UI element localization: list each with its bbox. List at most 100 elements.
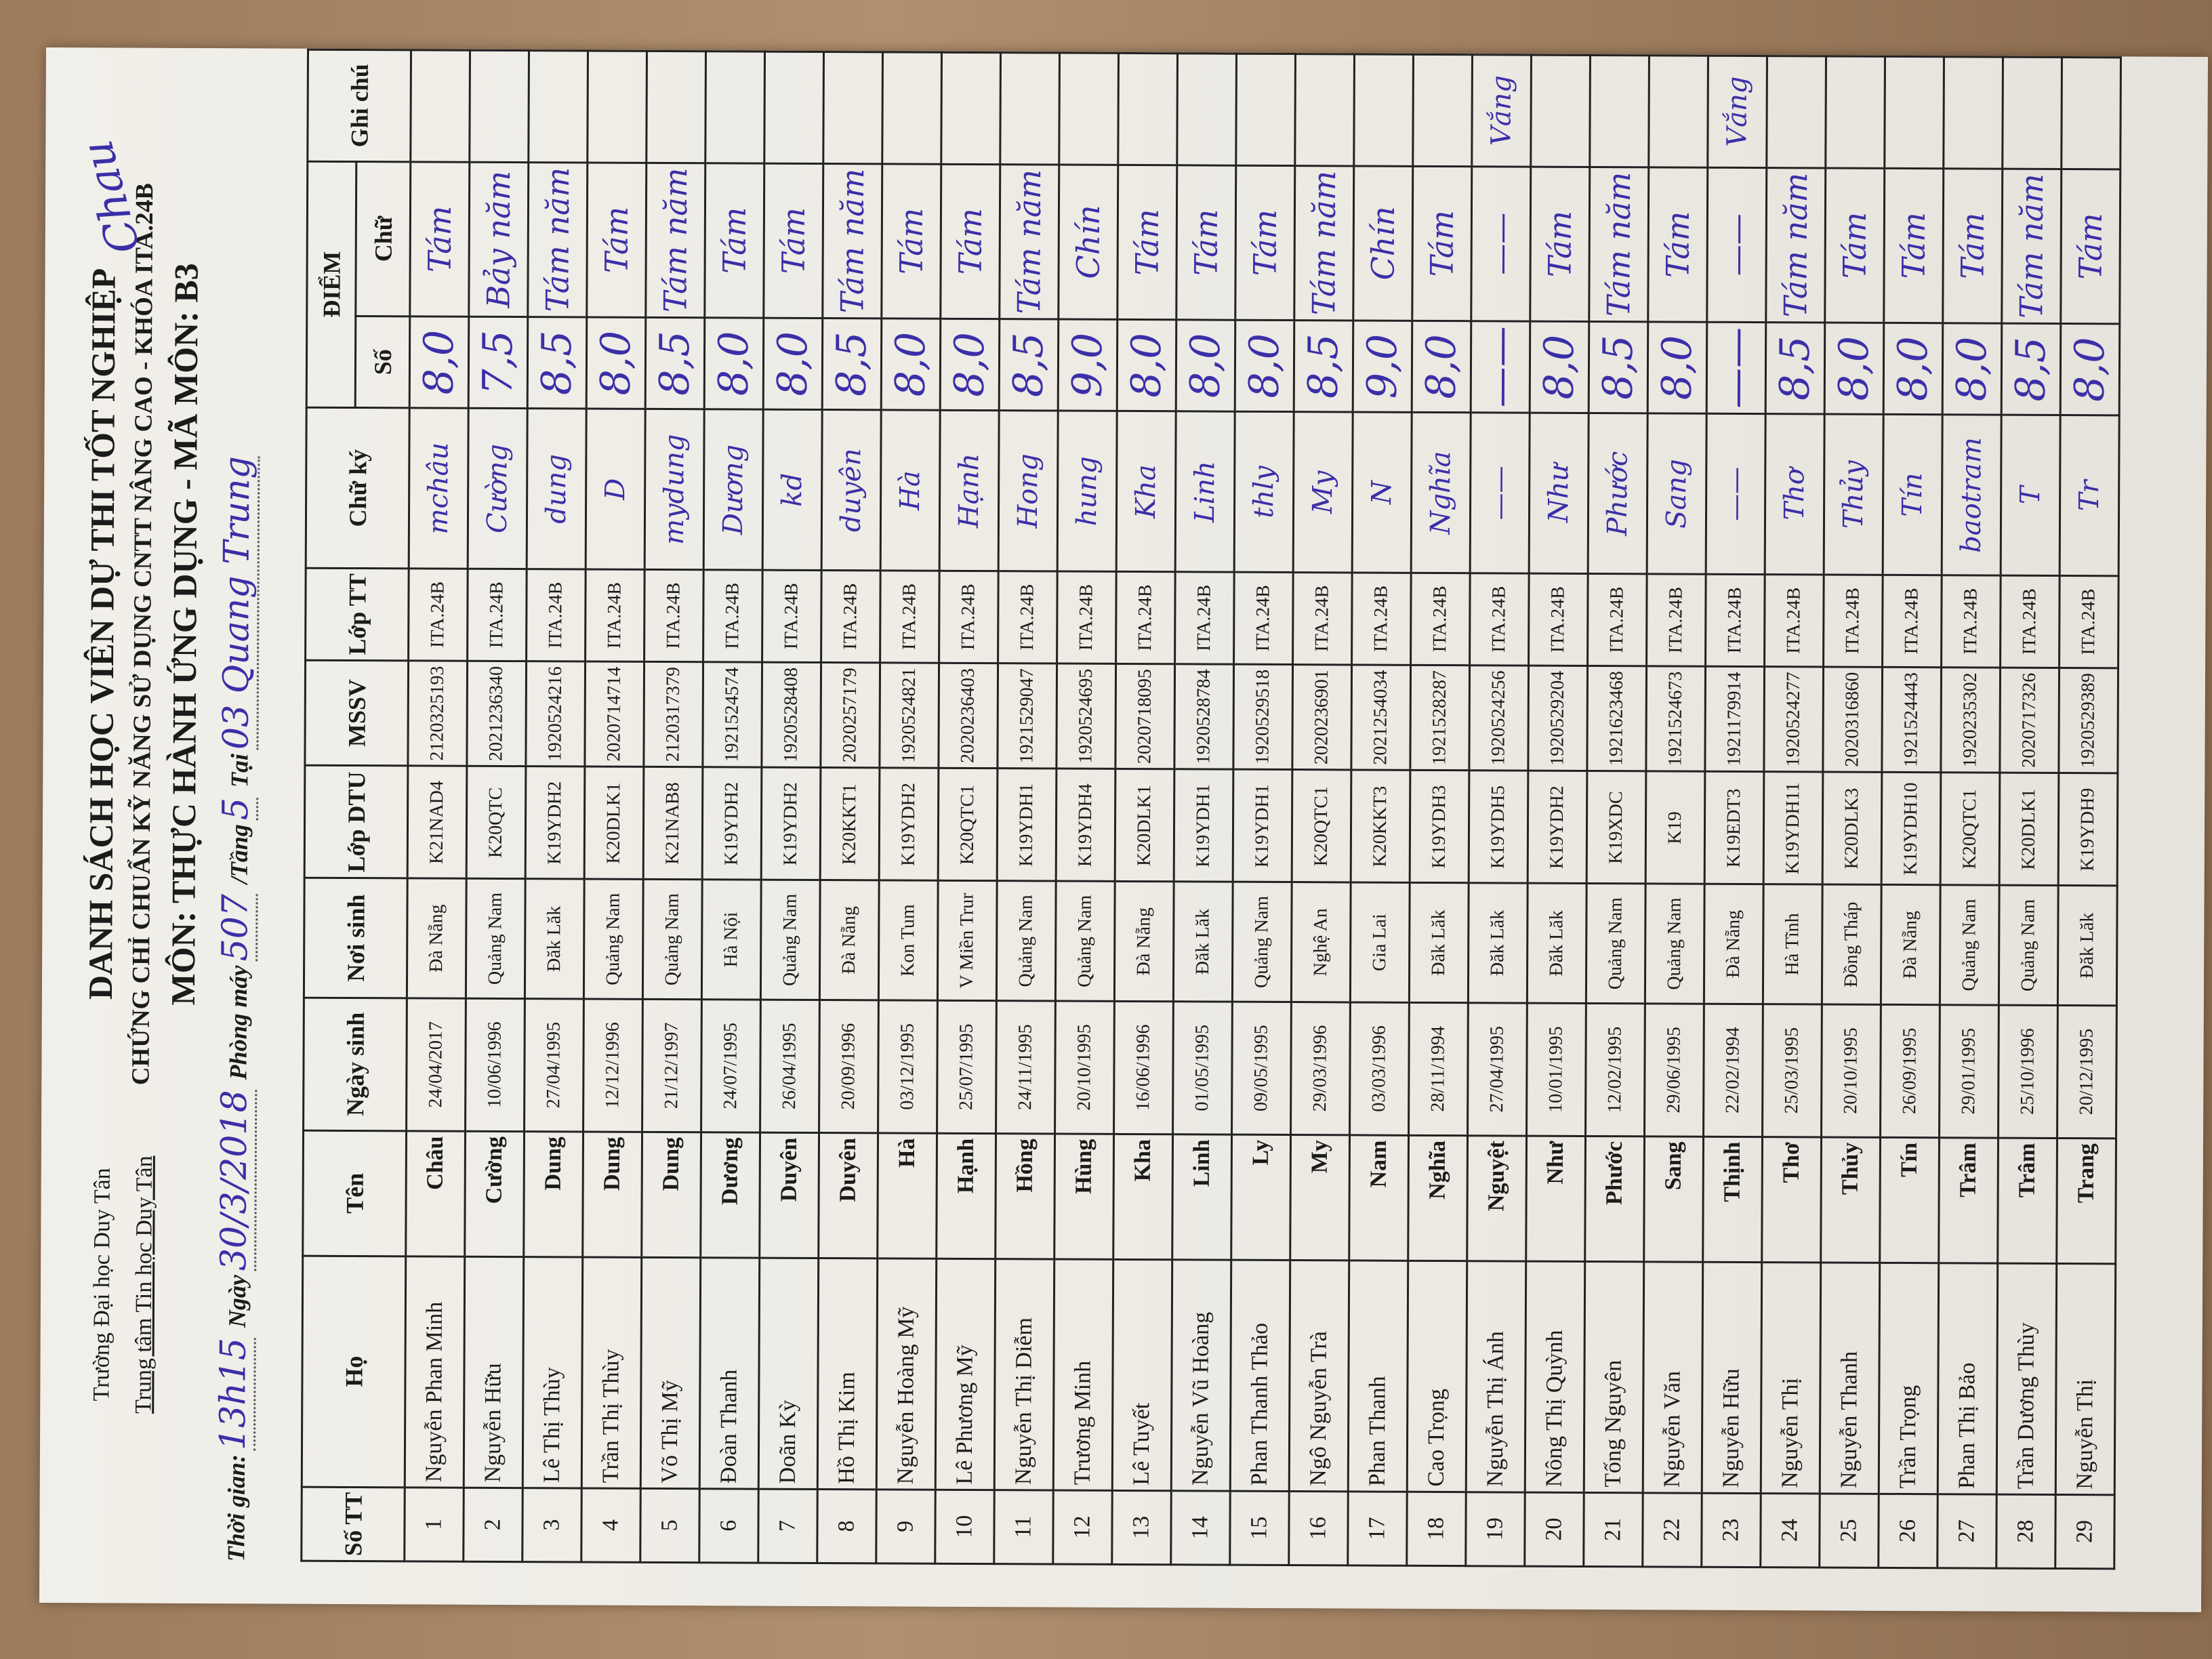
score-words-cell: Tám	[1412, 165, 1472, 321]
student-id-cell: 1920529518	[1233, 663, 1293, 771]
center-class-cell: ITA.24B	[939, 571, 999, 663]
stt-cell: 20	[1524, 1492, 1584, 1567]
birth-date-cell: 20/12/1995	[2057, 1005, 2117, 1139]
score-number-cell: 8,5	[1294, 320, 1353, 412]
surname-cell: Nguyễn Vũ Hoàng	[1171, 1259, 1231, 1491]
table-row: 10 Lê Phương Mỹ Hạnh 25/07/1995 V Miền Trur K…	[935, 52, 1001, 1564]
stt-cell: 24	[1760, 1493, 1820, 1568]
score-number-cell: 8,0	[940, 319, 1000, 411]
birth-date-cell: 25/10/1996	[1998, 1004, 2058, 1139]
birth-date-cell: 24/04/2017	[406, 998, 466, 1132]
signature-cell: Hạnh	[939, 410, 1000, 571]
student-id-cell: 1920528408	[761, 661, 821, 769]
score-words-cell: Tám năm	[527, 162, 588, 317]
table-row: 17 Phan Thanh Nam 03/03/1996 Gia Lai K20KKT3 2…	[1347, 54, 1414, 1566]
student-id-cell: 2020236901	[1292, 664, 1352, 771]
center-class-cell: ITA.24B	[1057, 571, 1117, 663]
score-number-cell: 8,0	[704, 317, 764, 410]
score-number-cell: 8,0	[1942, 323, 2002, 415]
stt-cell: 18	[1406, 1491, 1467, 1566]
dtu-class-cell: K21NAD4	[407, 766, 467, 879]
score-number-cell: 8,0	[586, 316, 646, 409]
surname-cell: Cao Trọng	[1407, 1260, 1467, 1492]
student-id-cell: 1921524574	[702, 661, 762, 768]
given-name-cell: Thịnh	[1702, 1136, 1763, 1263]
table-row: 29 Nguyễn Thị Trang 20/12/1995 Đăk Lăk K19YDH…	[2055, 57, 2121, 1569]
score-words-cell: Chín	[1058, 164, 1118, 320]
table-row: 6 Đoàn Thanh Dương 24/07/1995 Hà Nội K19YDH2 1…	[699, 51, 765, 1563]
stt-cell: 13	[1111, 1490, 1172, 1565]
given-name-cell: Châu	[405, 1130, 466, 1256]
signature-cell: Linh	[1175, 411, 1235, 573]
surname-cell: Đoàn Thanh	[699, 1257, 760, 1489]
birth-date-cell: 25/07/1995	[937, 1000, 997, 1134]
score-words-cell: Tám năm	[1765, 167, 1826, 323]
given-name-cell: My	[1290, 1134, 1350, 1261]
surname-cell: Tống Nguyên	[1584, 1261, 1644, 1493]
note-cell	[1884, 56, 1944, 169]
surname-cell: Nguyễn Thị Diễm	[994, 1258, 1054, 1490]
birth-date-cell: 10/01/1995	[1526, 1002, 1586, 1136]
signature-cell: Tín	[1883, 414, 1943, 575]
birthplace-cell: Đà Nẵng	[1114, 881, 1174, 1002]
dtu-class-cell: K20QTC1	[938, 768, 998, 882]
table-row: 20 Nông Thị Quỳnh Như 10/01/1995 Đăk Lăk K19Y…	[1524, 55, 1591, 1567]
student-id-cell: 2020236403	[938, 662, 998, 769]
signature-cell: ——	[1706, 413, 1766, 575]
score-number-cell: 7,5	[468, 316, 528, 409]
score-words-cell: ——	[1471, 166, 1531, 322]
table-row: 24 Nguyễn Thị Thơ 25/03/1995 Hà Tĩnh K19YDH11…	[1760, 56, 1826, 1568]
signature-cell: Thơ	[1765, 413, 1825, 575]
table-row: 1 Nguyễn Phan Minh Châu 24/04/2017 Đà Nẵng K2…	[404, 49, 470, 1562]
note-cell	[646, 51, 706, 163]
birthplace-cell: Quảng Nam	[760, 880, 821, 1000]
table-row: 22 Nguyễn Văn Sang 29/06/1995 Quảng Nam K19 19…	[1642, 55, 1708, 1568]
floor-label: /Tầng	[225, 824, 253, 884]
stt-cell: 27	[1937, 1494, 1997, 1569]
note-cell	[2061, 57, 2121, 169]
score-words-cell: Tám	[940, 163, 1000, 319]
surname-cell: Nguyễn Phan Minh	[405, 1256, 465, 1488]
signature-cell: baotram	[1942, 414, 2002, 576]
student-id-cell: 2020718095	[1115, 663, 1175, 770]
surname-cell: Lê Thị Thùy	[523, 1256, 583, 1488]
birthplace-cell: Đồng Tháp	[1822, 884, 1882, 1005]
given-name-cell: Cường	[464, 1131, 525, 1257]
dtu-class-cell: K20KKT1	[820, 768, 880, 881]
signature-cell: Hong	[998, 410, 1059, 572]
student-id-cell: 2021254034	[1351, 664, 1411, 771]
center-class-cell: ITA.24B	[1292, 572, 1353, 665]
birth-date-cell: 26/09/1995	[1880, 1004, 1940, 1138]
birth-date-cell: 29/01/1995	[1939, 1004, 1999, 1138]
given-name-cell: Tín	[1879, 1137, 1940, 1263]
center-class-cell: ITA.24B	[467, 569, 527, 661]
given-name-cell: Nam	[1349, 1134, 1409, 1261]
table-row: 25 Nguyễn Thanh Thủy 20/10/1995 Đồng Tháp K20…	[1819, 56, 1885, 1568]
note-cell	[1943, 56, 2003, 169]
student-id-cell: 1921524673	[1645, 665, 1706, 772]
given-name-cell: Hạnh	[936, 1133, 996, 1259]
birthplace-cell: Gia Lai	[1350, 882, 1410, 1003]
dtu-class-cell: K19YDH11	[1763, 772, 1823, 885]
table-row: 4 Trần Thị Thùy Dung 12/12/1996 Quảng Nam K20…	[581, 51, 647, 1563]
signature-cell: mchâu	[409, 407, 469, 569]
center-class-cell: ITA.24B	[1410, 573, 1471, 665]
student-id-cell: 1921524443	[1881, 666, 1942, 773]
dtu-class-cell: K19	[1645, 771, 1705, 884]
stt-cell: 29	[2055, 1494, 2115, 1569]
student-id-cell: 2120317379	[643, 661, 703, 768]
table-row: 15 Phan Thanh Thảo Ly 09/05/1995 Quảng Nam K1…	[1229, 54, 1296, 1565]
table-row: 28 Trần Dương Thùy Trâm 25/10/1996 Quảng Nam…	[1996, 57, 2062, 1569]
birth-date-cell: 20/10/1995	[1821, 1004, 1881, 1138]
score-number-cell: 8,5	[527, 316, 587, 409]
score-number-cell: 8,0	[2060, 323, 2120, 415]
score-words-cell: Tám năm	[645, 162, 705, 318]
birth-date-cell: 09/05/1995	[1231, 1001, 1292, 1135]
subject-line: MÔN: THỰC HÀNH ỨNG DỤNG - MÃ MÔN: B3	[163, 263, 205, 1006]
student-id-cell: 2120325193	[407, 660, 468, 766]
table-row: 23 Nguyễn Hữu Thịnh 22/02/1994 Đà Nẵng K19EDT…	[1701, 56, 1767, 1568]
birthplace-cell: Hà Tĩnh	[1763, 884, 1823, 1004]
dtu-class-cell: K20QTC1	[1940, 773, 2000, 886]
university-name: Trường Đại học Duy Tân	[89, 1168, 115, 1401]
center-class-cell: ITA.24B	[821, 570, 881, 663]
